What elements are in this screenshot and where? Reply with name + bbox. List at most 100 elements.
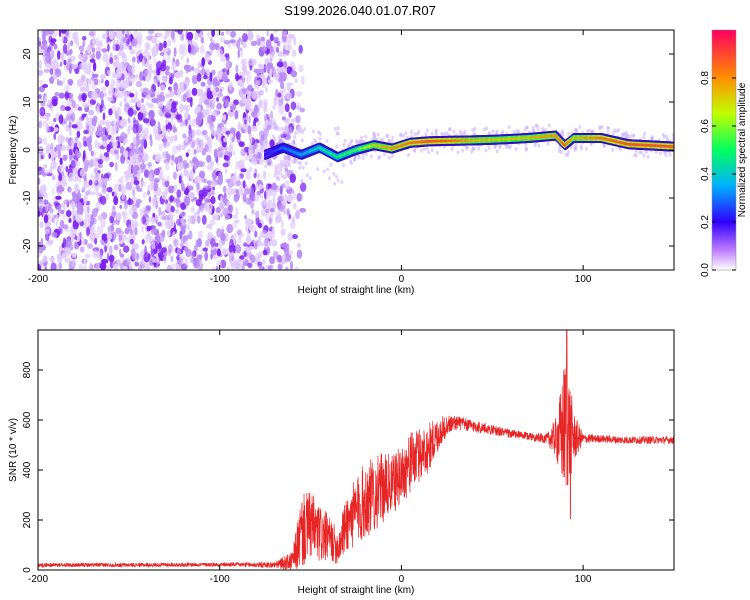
- noise-speck: [257, 38, 261, 46]
- noise-speck: [157, 101, 164, 107]
- colorbar: 0.0 0.2 0.4 0.6 0.8 Normalized spectral ampl…: [700, 29, 748, 277]
- noise-speck: [296, 249, 303, 259]
- noise-speck: [235, 244, 242, 254]
- noise-speck: [93, 233, 100, 240]
- noise-speck: [132, 189, 135, 197]
- noise-speck: [223, 137, 228, 143]
- noise-speck: [185, 89, 192, 98]
- noise-speck: [294, 266, 299, 270]
- noise-speck: [38, 40, 42, 47]
- noise-speck: [135, 158, 140, 165]
- noise-speck: [72, 220, 80, 230]
- noise-speck: [123, 245, 130, 253]
- noise-speck: [263, 199, 268, 207]
- noise-speck: [265, 182, 269, 192]
- noise-speck: [283, 243, 290, 253]
- trace-halo: [524, 146, 528, 151]
- noise-speck: [241, 58, 248, 69]
- trace-halo: [463, 129, 467, 134]
- noise-speck: [47, 100, 51, 105]
- noise-speck: [217, 147, 220, 154]
- noise-speck: [248, 222, 253, 231]
- noise-speck: [205, 239, 210, 247]
- noise-speck: [199, 44, 205, 55]
- trace-halo: [334, 174, 338, 179]
- noise-speck: [127, 224, 132, 232]
- trace-halo: [275, 125, 279, 130]
- trace-halo: [276, 175, 280, 180]
- trace-halo: [425, 146, 429, 151]
- noise-speck: [60, 30, 67, 34]
- noise-speck: [64, 90, 69, 101]
- noise-speck: [203, 178, 208, 184]
- noise-speck: [198, 189, 204, 199]
- noise-speck: [266, 157, 273, 166]
- noise-speck: [171, 145, 178, 154]
- noise-speck: [39, 244, 46, 251]
- trace-halo: [484, 148, 488, 153]
- noise-speck: [196, 73, 202, 82]
- noise-speck: [294, 101, 302, 111]
- trace-halo: [430, 131, 434, 136]
- noise-speck: [292, 139, 296, 145]
- noise-speck: [267, 240, 274, 247]
- noise-speck: [238, 37, 242, 42]
- noise-speck: [269, 256, 276, 265]
- noise-speck: [162, 124, 167, 135]
- noise-speck: [111, 205, 117, 212]
- trace-halo: [525, 125, 529, 130]
- noise-speck: [134, 146, 141, 155]
- trace-halo: [507, 125, 511, 130]
- noise-speck: [102, 53, 109, 63]
- noise-speck: [135, 184, 140, 190]
- noise-speck: [66, 50, 72, 57]
- noise-speck: [261, 46, 268, 52]
- noise-speck: [50, 38, 57, 43]
- noise-speck: [300, 182, 307, 192]
- noise-speck: [155, 240, 162, 248]
- noise-speck: [192, 148, 197, 156]
- y-tick-label: 600: [22, 411, 33, 428]
- noise-speck: [108, 108, 113, 116]
- trace-halo: [299, 161, 302, 166]
- noise-speck: [277, 92, 282, 98]
- noise-speck: [183, 83, 187, 91]
- noise-speck: [71, 32, 77, 40]
- noise-speck: [194, 176, 201, 186]
- noise-speck: [99, 74, 107, 80]
- noise-speck: [288, 111, 292, 118]
- noise-speck: [271, 51, 275, 58]
- noise-speck: [62, 154, 68, 161]
- noise-speck: [226, 266, 230, 270]
- noise-speck: [68, 127, 72, 137]
- noise-speck: [222, 198, 229, 203]
- noise-speck: [282, 193, 287, 201]
- noise-speck: [124, 199, 128, 205]
- trace-halo: [561, 129, 565, 134]
- noise-speck: [100, 86, 107, 92]
- noise-speck: [252, 196, 256, 202]
- noise-speck: [109, 83, 114, 93]
- noise-speck: [120, 154, 126, 165]
- noise-speck: [275, 46, 279, 53]
- noise-speck: [267, 189, 273, 196]
- trace-halo: [514, 147, 518, 152]
- noise-speck: [45, 115, 50, 122]
- noise-speck: [221, 248, 228, 256]
- noise-speck: [143, 139, 147, 149]
- trace-halo: [501, 129, 505, 134]
- snr-ticks: -200 -100 0 100 0 200 400 600 800: [22, 330, 674, 585]
- noise-speck: [63, 117, 68, 125]
- noise-speck: [102, 112, 106, 121]
- noise-speck: [166, 128, 171, 134]
- noise-speck: [139, 208, 143, 218]
- noise-speck: [56, 78, 60, 86]
- trace-halo: [287, 163, 291, 168]
- noise-speck: [165, 151, 169, 159]
- noise-speck: [141, 97, 145, 104]
- noise-speck: [54, 91, 60, 97]
- noise-speck: [135, 90, 138, 101]
- noise-speck: [193, 211, 199, 219]
- noise-speck: [120, 119, 127, 128]
- noise-speck: [85, 253, 91, 259]
